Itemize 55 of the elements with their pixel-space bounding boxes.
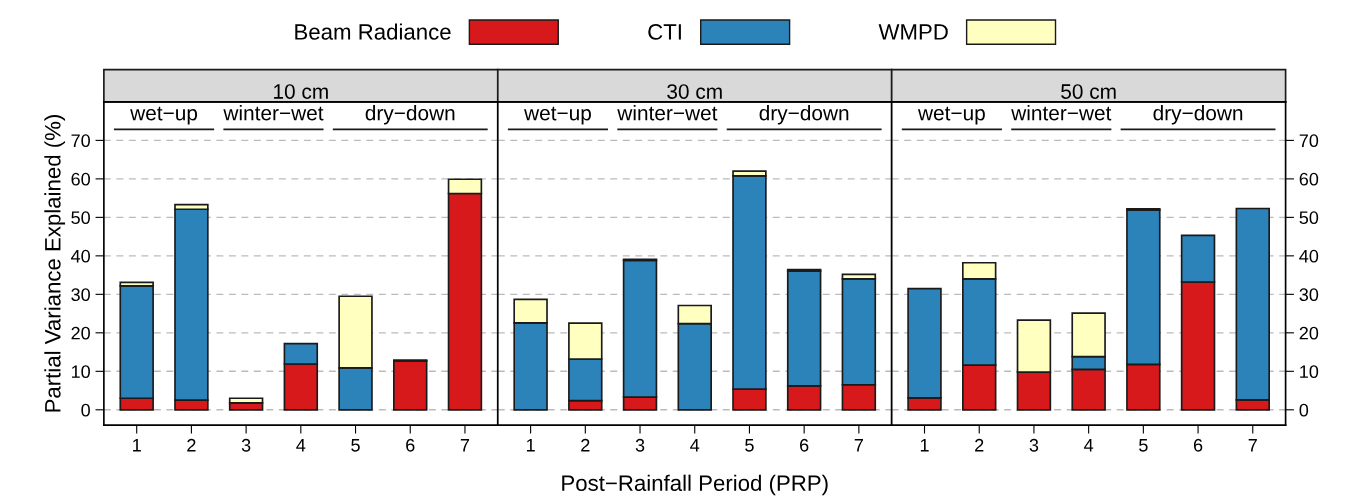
x-tick-label: 2 bbox=[187, 438, 196, 452]
x-tick-label: 4 bbox=[296, 439, 306, 452]
x-tick-label: 6 bbox=[800, 438, 809, 452]
y-tick-label: 70 bbox=[1299, 134, 1319, 148]
x-tick-label: 1 bbox=[526, 439, 535, 452]
annotation: wet−up bbox=[524, 106, 591, 125]
y-axis-title: Partial Variance Explained (%) bbox=[44, 115, 66, 412]
y-tick-label: 60 bbox=[71, 172, 90, 186]
x-tick-label: 2 bbox=[975, 438, 984, 452]
annotation: dry−down bbox=[1153, 105, 1243, 125]
annotation: wet−up bbox=[917, 106, 985, 125]
y-tick-label: 10 bbox=[1300, 365, 1319, 379]
y-tick-label: 30 bbox=[71, 288, 90, 302]
y-tick-label: 0 bbox=[1299, 403, 1309, 417]
x-tick-label: 1 bbox=[920, 439, 929, 452]
legend-label: CTI bbox=[648, 24, 681, 40]
annotation: dry−down bbox=[365, 105, 455, 125]
legend-label: WMPD bbox=[878, 24, 948, 40]
x-tick-label: 2 bbox=[581, 438, 590, 452]
x-tick-label: 3 bbox=[1029, 438, 1039, 452]
annotation: dry−down bbox=[759, 105, 849, 125]
x-tick-label: 4 bbox=[1084, 439, 1094, 452]
annotation: winter−wet bbox=[617, 105, 718, 121]
annotation: winter−wet bbox=[223, 105, 324, 121]
y-tick-label: 50 bbox=[1299, 211, 1319, 225]
y-tick-label: 10 bbox=[71, 365, 90, 379]
chart-title: 30 cm bbox=[667, 84, 722, 99]
y-tick-label: 40 bbox=[1299, 249, 1319, 263]
legend-label: Beam Radiance bbox=[295, 23, 451, 40]
x-tick-label: 4 bbox=[690, 439, 700, 452]
x-tick-label: 5 bbox=[1139, 439, 1148, 452]
x-tick-label: 7 bbox=[460, 439, 470, 452]
x-axis-title: Post−Rainfall Period (PRP) bbox=[562, 474, 828, 496]
x-tick-label: 1 bbox=[133, 439, 141, 452]
y-tick-label: 20 bbox=[71, 326, 90, 340]
x-tick-label: 7 bbox=[854, 439, 863, 452]
y-tick-label: 40 bbox=[71, 249, 90, 263]
y-tick-label: 20 bbox=[1299, 326, 1319, 340]
x-tick-label: 6 bbox=[1193, 438, 1203, 452]
x-tick-label: 3 bbox=[241, 438, 251, 452]
x-tick-label: 3 bbox=[635, 438, 645, 452]
y-tick-label: 70 bbox=[71, 134, 90, 148]
y-tick-label: 50 bbox=[71, 211, 90, 225]
x-tick-label: 7 bbox=[1248, 439, 1257, 452]
y-tick-label: 60 bbox=[1299, 172, 1319, 186]
annotation: winter−wet bbox=[1011, 105, 1112, 121]
x-tick-label: 6 bbox=[406, 438, 415, 452]
y-tick-label: 0 bbox=[81, 403, 90, 417]
x-tick-label: 5 bbox=[745, 439, 754, 452]
y-tick-label: 30 bbox=[1299, 288, 1319, 302]
x-tick-label: 5 bbox=[351, 439, 360, 452]
annotation: wet−up bbox=[130, 106, 198, 125]
chart-title: 50 cm bbox=[1061, 84, 1116, 99]
bar bbox=[392, 360, 428, 411]
chart-title: 10 cm bbox=[274, 84, 328, 99]
